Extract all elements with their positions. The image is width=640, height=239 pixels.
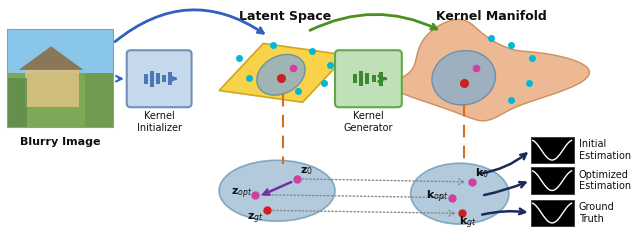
Bar (7, 29, 113, 127)
Bar (531, 167, 573, 194)
Text: $\mathbf{k}_{opt}$: $\mathbf{k}_{opt}$ (426, 188, 449, 205)
Ellipse shape (432, 51, 495, 105)
Bar (372, 75, 376, 82)
Bar (365, 73, 369, 84)
Ellipse shape (257, 54, 305, 95)
Bar (353, 74, 356, 83)
Text: $\mathbf{z}_0$: $\mathbf{z}_0$ (300, 165, 312, 177)
Bar (380, 72, 383, 86)
Bar (531, 137, 573, 163)
FancyBboxPatch shape (127, 50, 191, 107)
Bar (86, 73, 113, 127)
Text: $\mathbf{z}_{gt}$: $\mathbf{z}_{gt}$ (248, 211, 264, 226)
Text: Kernel
Initializer: Kernel Initializer (137, 111, 182, 133)
Text: Blurry Image: Blurry Image (20, 137, 100, 147)
Text: Latent Space: Latent Space (239, 10, 331, 23)
Text: Ground
Truth: Ground Truth (579, 202, 614, 224)
Text: $\mathbf{k}_{gt}$: $\mathbf{k}_{gt}$ (459, 214, 477, 231)
Polygon shape (19, 46, 83, 70)
Bar (145, 74, 148, 84)
Text: $\mathbf{z}_{opt}$: $\mathbf{z}_{opt}$ (231, 186, 253, 201)
Bar (531, 200, 573, 226)
Bar (7, 29, 113, 73)
Text: Kernel
Generator: Kernel Generator (344, 111, 393, 133)
Polygon shape (219, 43, 347, 102)
Bar (156, 73, 160, 84)
Text: Initial
Estimation: Initial Estimation (579, 139, 631, 161)
Ellipse shape (219, 160, 335, 221)
Text: Kernel Manifold: Kernel Manifold (436, 10, 547, 23)
Ellipse shape (411, 163, 509, 224)
Bar (7, 29, 113, 127)
Bar (7, 78, 26, 127)
Text: Optimized
Estimation: Optimized Estimation (579, 170, 631, 191)
Text: $\mathbf{k}_0$: $\mathbf{k}_0$ (474, 166, 488, 180)
FancyBboxPatch shape (335, 50, 402, 107)
Bar (358, 71, 362, 86)
Polygon shape (391, 19, 589, 121)
Bar (150, 71, 154, 87)
Bar (162, 75, 166, 82)
Bar (168, 72, 172, 85)
Bar (24, 68, 79, 107)
Bar (7, 73, 113, 127)
